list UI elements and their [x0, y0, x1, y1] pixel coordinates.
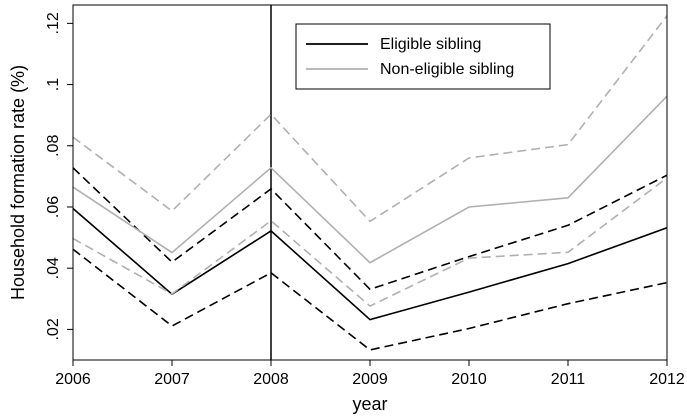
x-tick-label: 2006	[55, 371, 91, 388]
x-tick-label: 2010	[451, 371, 487, 388]
legend-box	[295, 23, 551, 90]
plot-area	[72, 5, 668, 360]
x-tick-label: 2008	[253, 371, 289, 388]
confidence-band-line-2	[72, 248, 668, 351]
axes: 2006 2007 2008 2009 2010 2011 2012 .02 .04 .06 .08…	[45, 4, 685, 388]
x-tick-label: 2012	[649, 371, 685, 388]
x-axis-title: year	[352, 394, 387, 414]
y-tick-label: .04	[45, 257, 62, 279]
y-tick-label: .06	[45, 196, 62, 218]
confidence-band-line-5	[72, 177, 668, 308]
y-tick-label: .12	[45, 12, 62, 34]
x-tick-label: 2009	[352, 371, 388, 388]
legend-label: Eligible sibling	[380, 36, 481, 53]
y-axis-title: Household formation rate (%)	[8, 65, 28, 300]
y-tick-label: .08	[45, 135, 62, 157]
eligible-sibling-line-0	[72, 207, 668, 321]
x-tick-label: 2011	[551, 371, 586, 388]
confidence-band-line-4	[72, 15, 668, 223]
legend-label: Non-eligible sibling	[380, 61, 514, 78]
y-tick-label: .1	[45, 78, 62, 91]
non-eligible-sibling-line-3	[72, 95, 668, 264]
confidence-band-line-1	[72, 167, 668, 291]
y-tick-label: .02	[45, 318, 62, 340]
legend: Eligible sibling Non-eligible sibling	[295, 23, 551, 90]
x-tick-label: 2007	[154, 371, 190, 388]
